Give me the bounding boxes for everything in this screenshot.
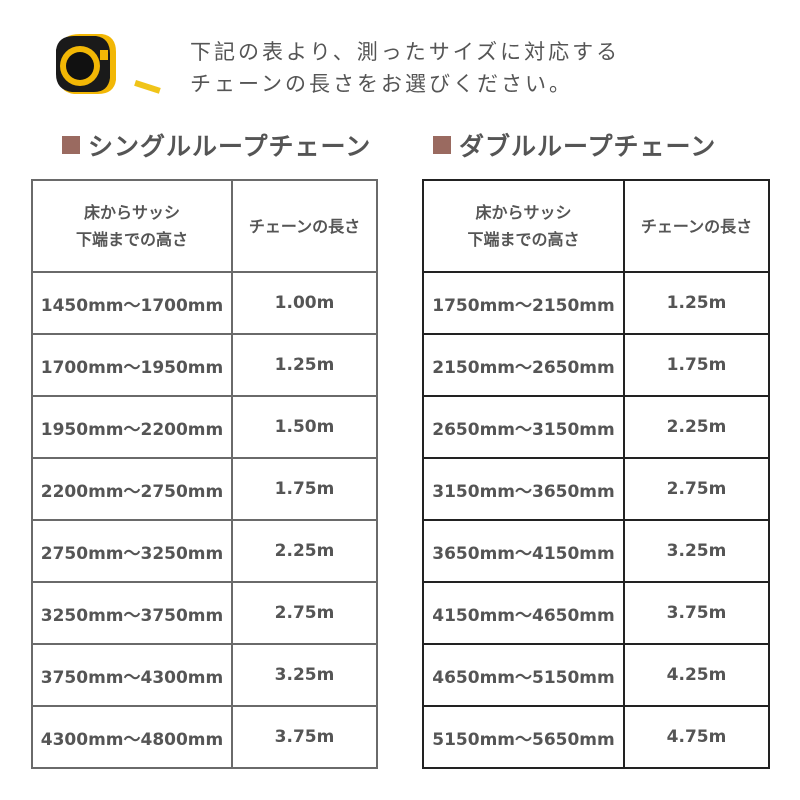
header-height-line-1: 床からサッシ [475,203,572,222]
chain-length: 4.75m [623,705,770,769]
double-loop-heading: ダブルループチェーン [433,127,716,163]
height-range: 4650mm～5150mm [422,643,625,707]
height-range: 4300mm～4800mm [31,705,233,769]
height-range: 2650mm～3150mm [422,395,625,459]
tape-measure-icon [56,34,161,94]
intro-line-2: チェーンの長さをお選びください。 [190,72,573,96]
height-range: 5150mm～5650mm [422,705,625,769]
height-range: 1700mm～1950mm [31,333,233,397]
chain-length: 2.25m [623,395,770,459]
chain-length: 2.75m [623,457,770,521]
header-height-line-2: 下端までの高さ [467,230,580,249]
intro-text: 下記の表より、測ったサイズに対応する チェーンの長さをお選びください。 [190,36,620,100]
double-loop-title: ダブルループチェーン [459,132,717,161]
table-row: 3750mm～4300mm 3.25m [31,643,378,707]
table-row: 2650mm～3150mm 2.25m [422,395,770,459]
height-range: 1750mm～2150mm [422,271,625,335]
header-height: 床からサッシ 下端までの高さ [31,179,233,273]
table-row: 4300mm～4800mm 3.75m [31,705,378,769]
heading-square-icon [433,136,451,154]
height-range: 1450mm～1700mm [31,271,233,335]
table-row: 2200mm～2750mm 1.75m [31,457,378,521]
height-range: 2750mm～3250mm [31,519,233,583]
table-row: 3150mm～3650mm 2.75m [422,457,770,521]
table-row: 2750mm～3250mm 2.25m [31,519,378,583]
height-range: 3650mm～4150mm [422,519,625,583]
table-row: 3250mm～3750mm 2.75m [31,581,378,645]
single-loop-heading: シングルループチェーン [62,127,371,163]
chain-length: 3.75m [623,581,770,645]
chain-length: 1.75m [623,333,770,397]
single-loop-table: 床からサッシ 下端までの高さ チェーンの長さ 1450mm～1700mm 1.00m… [31,179,378,769]
table-row: 1700mm～1950mm 1.25m [31,333,378,397]
chain-length: 1.25m [231,333,378,397]
height-range: 3250mm～3750mm [31,581,233,645]
heading-square-icon [62,136,80,154]
height-range: 2150mm～2650mm [422,333,625,397]
header-height-line-1: 床からサッシ [83,203,180,222]
header-length: チェーンの長さ [623,179,770,273]
header-length: チェーンの長さ [231,179,378,273]
height-range: 1950mm～2200mm [31,395,233,459]
chain-length: 1.75m [231,457,378,521]
table-row: 1750mm～2150mm 1.25m [422,271,770,335]
table-row: 3650mm～4150mm 3.25m [422,519,770,583]
table-header-row: 床からサッシ 下端までの高さ チェーンの長さ [422,179,770,273]
height-range: 4150mm～4650mm [422,581,625,645]
table-header-row: 床からサッシ 下端までの高さ チェーンの長さ [31,179,378,273]
chain-length: 3.25m [623,519,770,583]
header-height-line-2: 下端までの高さ [75,230,188,249]
chain-length: 3.25m [231,643,378,707]
table-row: 1950mm～2200mm 1.50m [31,395,378,459]
height-range: 3750mm～4300mm [31,643,233,707]
table-row: 4150mm～4650mm 3.75m [422,581,770,645]
intro-line-1: 下記の表より、測ったサイズに対応する [190,40,621,64]
chain-length: 1.25m [623,271,770,335]
chain-length: 2.75m [231,581,378,645]
chain-length: 4.25m [623,643,770,707]
chain-length: 2.25m [231,519,378,583]
table-row: 2150mm～2650mm 1.75m [422,333,770,397]
single-loop-title: シングルループチェーン [88,132,372,161]
table-row: 1450mm～1700mm 1.00m [31,271,378,335]
header-height: 床からサッシ 下端までの高さ [422,179,625,273]
table-row: 5150mm～5650mm 4.75m [422,705,770,769]
chain-length: 1.50m [231,395,378,459]
height-range: 3150mm～3650mm [422,457,625,521]
double-loop-table: 床からサッシ 下端までの高さ チェーンの長さ 1750mm～2150mm 1.25m… [422,179,770,769]
height-range: 2200mm～2750mm [31,457,233,521]
chain-length: 1.00m [231,271,378,335]
table-row: 4650mm～5150mm 4.25m [422,643,770,707]
chain-length: 3.75m [231,705,378,769]
